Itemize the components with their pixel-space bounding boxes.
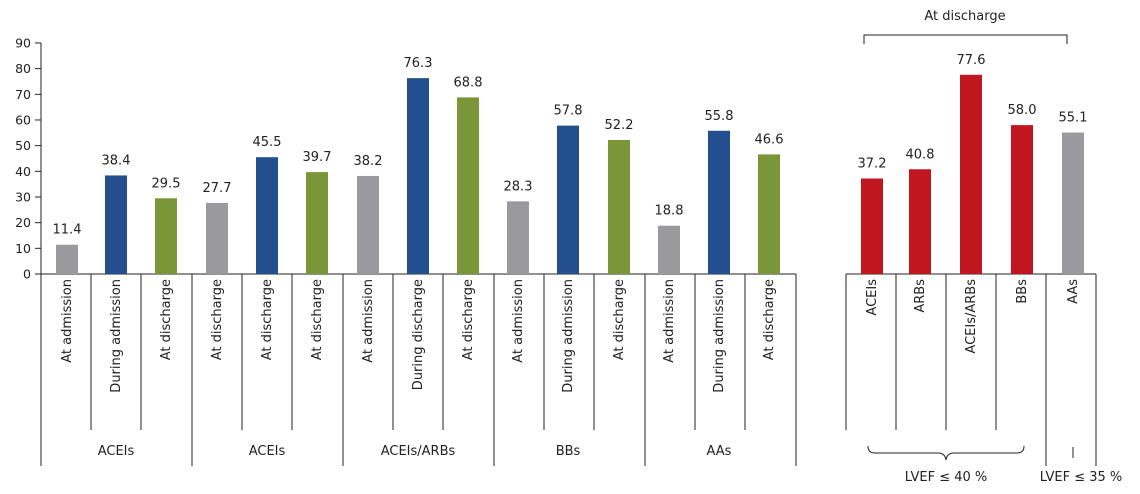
- x-category-label: During admission: [712, 279, 727, 393]
- x-category-label: At discharge: [260, 279, 275, 360]
- bar: [155, 198, 177, 274]
- bar-value-label: 76.3: [404, 56, 433, 71]
- x-category-label: At admission: [662, 279, 677, 363]
- lvef-40-brace: [867, 445, 1025, 461]
- bar-value-label: 39.7: [303, 150, 332, 165]
- x-category-label: At admission: [60, 279, 75, 363]
- group-label: ACEIs/ARBs: [381, 444, 456, 459]
- y-tick-label: 70: [15, 87, 31, 102]
- x-category-label: At admission: [361, 279, 376, 363]
- y-tick-label: 60: [15, 112, 31, 127]
- y-tick-label: 50: [15, 138, 31, 153]
- bar-value-label: 38.4: [102, 153, 131, 168]
- bar-value-label: 37.2: [858, 157, 887, 172]
- group-label: BBs: [556, 444, 581, 459]
- y-tick-label: 20: [15, 215, 31, 230]
- bar: [206, 202, 228, 274]
- x-category-label: ACEIs: [865, 279, 880, 316]
- bar-value-label: 68.8: [454, 75, 483, 90]
- bar-value-label: 38.2: [354, 154, 383, 169]
- x-category-label: At discharge: [762, 279, 777, 360]
- bar-value-label: 55.1: [1059, 111, 1088, 126]
- bar: [105, 175, 127, 274]
- y-tick-label: 90: [15, 35, 31, 50]
- x-category-label: During discharge: [411, 279, 426, 390]
- lvef-35-label: LVEF ≤ 35 %: [1040, 470, 1123, 485]
- bar-value-label: 58.0: [1008, 103, 1037, 118]
- bar: [306, 172, 328, 274]
- lvef-40-label: LVEF ≤ 40 %: [905, 470, 988, 485]
- bar-value-label: 55.8: [705, 109, 734, 124]
- bar-value-label: 46.6: [755, 132, 784, 147]
- bar: [608, 140, 630, 274]
- bar-value-label: 28.3: [504, 179, 533, 194]
- bar-value-label: 18.8: [655, 204, 684, 219]
- bar: [557, 125, 579, 274]
- y-tick-label: 0: [23, 267, 31, 282]
- x-category-label: At discharge: [461, 279, 476, 360]
- group-label: AAs: [707, 444, 732, 459]
- x-category-label: BBs: [1015, 279, 1030, 304]
- group-label: ACEIs: [249, 444, 286, 459]
- y-tick-label: 30: [15, 189, 31, 204]
- group-label: ACEIs: [98, 444, 135, 459]
- bar: [708, 130, 730, 274]
- y-tick-label: 10: [15, 241, 31, 256]
- x-category-label: At discharge: [159, 279, 174, 360]
- bar-value-label: 52.2: [605, 118, 634, 133]
- bar: [56, 244, 78, 274]
- bar-value-label: 11.4: [53, 223, 82, 238]
- bar: [407, 78, 429, 274]
- bar: [658, 225, 680, 274]
- x-category-label: During admission: [561, 279, 576, 393]
- x-category-label: AAs: [1066, 279, 1081, 304]
- bar: [960, 74, 982, 274]
- bar: [758, 154, 780, 274]
- x-category-label: At discharge: [310, 279, 325, 360]
- x-category-label: During admission: [109, 279, 124, 393]
- bar: [1062, 132, 1084, 274]
- top-bracket: [863, 34, 1068, 44]
- bracket-title: At discharge: [924, 9, 1005, 24]
- bar-value-label: 40.8: [906, 147, 935, 162]
- x-category-label: At discharge: [210, 279, 225, 360]
- bar: [457, 97, 479, 274]
- x-category-label: At discharge: [612, 279, 627, 360]
- bar: [357, 175, 379, 274]
- x-category-label: At admission: [511, 279, 526, 363]
- bar-value-label: 29.5: [152, 176, 181, 191]
- bar: [507, 201, 529, 274]
- x-category-label: ARBs: [913, 279, 928, 313]
- bar-value-label: 57.8: [554, 104, 583, 119]
- bar: [256, 157, 278, 274]
- y-tick-label: 80: [15, 61, 31, 76]
- bar: [909, 169, 931, 274]
- x-category-label: ACEIs/ARBs: [964, 279, 979, 354]
- bar-value-label: 45.5: [253, 135, 282, 150]
- y-tick-label: 40: [15, 164, 31, 179]
- bar: [1011, 125, 1033, 274]
- bar: [861, 178, 883, 274]
- bar-value-label: 27.7: [203, 181, 232, 196]
- bar-value-label: 77.6: [957, 53, 986, 68]
